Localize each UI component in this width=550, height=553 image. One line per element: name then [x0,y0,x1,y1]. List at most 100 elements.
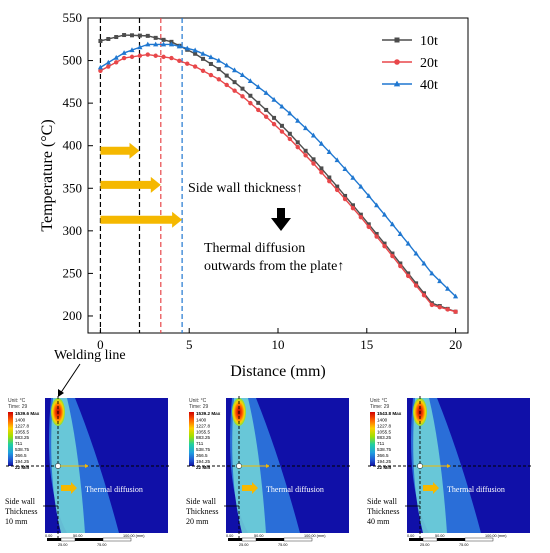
colorbar-value: 1400 [15,418,26,423]
x-tick-label: 10 [272,337,285,352]
scale-label: 50.00 [73,534,83,538]
thickness-label: Thickness [367,507,399,516]
scale-label: 25.00 [420,543,430,547]
data-point-40t [97,64,104,70]
data-point-40t [287,110,293,116]
colorbar-value: 194.25 [377,459,391,464]
panel-time: Time: 29 [8,404,27,410]
data-point-10t [350,203,355,208]
colorbar [370,412,375,466]
y-tick-label: 450 [63,95,83,110]
data-point-10t [98,38,103,43]
data-point-10t [366,222,371,227]
scale-label: 100.00 (mm) [123,534,145,538]
colorbar-value: 711 [15,441,23,446]
data-point-40t [271,96,277,102]
data-point-20t [398,263,403,269]
data-point-40t [113,54,119,60]
x-tick-label: 0 [97,337,104,352]
data-point-40t [437,278,443,284]
data-point-40t [184,45,190,51]
data-point-40t [160,41,167,47]
y-tick-label: 350 [63,180,83,195]
data-point-40t [366,193,372,198]
data-point-20t [121,55,127,61]
data-point-40t [255,84,261,89]
thickness-arrow [100,176,161,193]
data-point-10t [153,35,158,40]
data-point-40t [326,149,332,154]
origin-marker [417,463,423,469]
data-point-10t [256,100,261,105]
data-point-20t [413,283,419,288]
data-point-40t [208,54,214,60]
data-point-10t [414,281,419,286]
side-wall-label: Side wall [5,497,36,506]
data-point-10t [129,33,134,38]
thickness-label: Thickness [186,507,218,516]
scale-bar-segment [422,537,438,542]
series-line-40t [100,43,457,297]
panel-unit: Unit: °C [370,398,388,404]
y-tick-label: 250 [63,265,83,280]
colorbar-value: 366.5 [196,453,208,458]
data-point-20t [437,304,442,310]
data-point-20t [350,205,356,211]
legend-marker-10t [394,37,400,43]
scale-label: 50.00 [254,534,264,538]
data-point-20t [224,82,229,88]
diffusion-arrow [61,482,77,494]
x-tick-label: 20 [449,337,462,352]
origin-marker [55,463,61,469]
scale-bar-segment [241,537,257,542]
data-point-10t [122,33,127,38]
data-point-40t [389,221,396,227]
colorbar-value: 1227.8 [196,423,210,428]
colorbar-min: 22 Min [15,465,29,470]
annotation-side-wall: Side wall thickness↑ [188,181,303,196]
data-point-20t [342,196,348,202]
colorbar-max: 1543.8 Max [377,411,402,416]
scale-label: 75.00 [278,543,288,547]
data-point-20t [216,77,222,82]
thickness-value: 10 mm [5,517,28,526]
data-point-20t [153,53,158,58]
data-point-40t [239,72,246,78]
data-point-10t [264,107,269,112]
scale-label: 0.00 [45,534,52,538]
colorbar-value: 1055.5 [377,429,391,434]
data-point-20t [358,215,364,220]
data-point-20t [256,107,261,113]
data-point-40t [231,67,238,73]
data-point-20t [271,121,277,127]
data-point-20t [319,170,324,175]
scale-label: 75.00 [459,543,469,547]
scale-label: 50.00 [435,534,445,538]
data-point-20t [429,302,435,308]
data-point-40t [263,90,269,95]
data-point-10t [208,61,213,66]
data-point-10t [319,166,324,171]
down-arrow [271,208,291,231]
series-line-10t [100,34,456,313]
data-point-40t [224,62,230,68]
y-tick-label: 550 [63,10,83,25]
scale-bar-segment [60,537,76,542]
data-point-10t [374,231,379,236]
data-point-10t [114,35,119,40]
data-point-40t [350,174,356,180]
data-point-20t [327,178,332,184]
y-tick-label: 200 [63,308,83,323]
data-point-10t [406,271,411,276]
colorbar-value: 194.25 [15,459,29,464]
data-point-10t [382,241,387,246]
data-point-10t [335,184,340,189]
data-point-10t [232,80,237,85]
data-point-20t [169,55,174,61]
welding-line-pointer [59,363,81,395]
colorbar-value: 711 [377,441,385,446]
data-point-40t [405,240,411,246]
